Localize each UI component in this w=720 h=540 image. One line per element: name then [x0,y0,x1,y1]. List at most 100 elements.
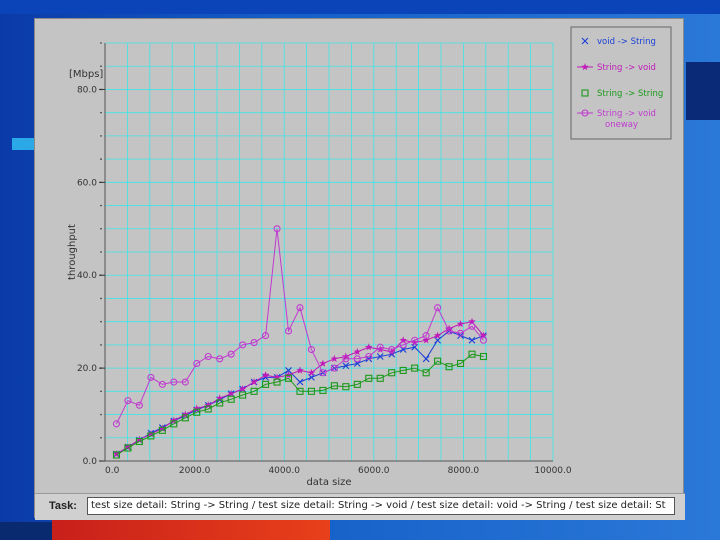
data-point-x [342,362,350,370]
data-point-star [215,394,224,402]
data-point-x [422,355,430,363]
y-tick-label: 0.0 [83,457,98,467]
data-point-x-shape [376,353,384,360]
data-point-star [307,368,316,376]
task-field[interactable]: test size detail: String -> String / tes… [87,497,675,515]
right-decoration-block [686,62,720,120]
data-point-x [457,332,464,339]
data-point-circle [319,369,327,377]
data-point-circle [158,380,166,388]
y-tick-label: 80.0 [77,85,97,95]
data-point-star [422,336,430,344]
y-minor-tick [100,158,102,160]
data-point-star [581,63,589,71]
x-tick-label: 0.0 [105,466,120,476]
data-point-square [124,444,132,452]
data-point-square [388,369,396,377]
data-point-x [376,353,384,360]
data-point-circle [216,355,224,363]
data-point-square [456,359,465,368]
data-point-circle [468,322,476,330]
data-point-star [330,354,339,363]
data-point-star [250,378,258,386]
data-point-circle [273,225,281,233]
data-point-square [422,369,430,377]
data-point-circle [135,401,143,409]
data-point-square [468,350,476,358]
data-point-square [445,363,453,371]
y-axis-title: throughput [67,224,78,280]
data-point-circle [227,350,235,358]
data-point-square [273,378,281,386]
y-minor-tick [100,436,102,439]
data-point-circle [124,397,132,405]
data-point-square [411,364,419,372]
data-point-star [456,320,465,328]
data-point-circle [262,332,270,340]
data-point-circle [147,373,155,381]
y-tick-label: 40.0 [77,271,97,281]
data-point-square [227,395,235,403]
data-point-star [204,401,212,409]
data-point-square [239,391,247,399]
data-point-star [387,347,396,356]
y-tick-label: 60.0 [77,178,97,188]
y-minor-tick [100,111,102,114]
data-point-star [181,410,190,418]
data-point-square [581,89,589,97]
data-point-star [147,430,155,438]
data-point-square [250,387,258,395]
data-point-star [158,424,167,432]
data-point-square [434,357,442,365]
data-point-star [170,416,178,424]
y-minor-tick [100,42,102,44]
data-point-circle [399,341,407,349]
data-point-star [238,385,247,393]
y-minor-tick [100,65,102,68]
data-point-star [365,343,373,351]
data-point-square [204,405,212,413]
data-point-square [147,432,155,440]
data-point-circle [456,329,465,337]
data-point-circle [239,341,247,349]
data-point-square [262,380,270,388]
left-decoration-block [12,138,36,150]
data-point-square [193,408,201,416]
data-point-star [124,443,132,451]
bottom-red-decoration [52,520,330,540]
data-point-square [135,437,143,446]
y-tick-label: 20.0 [77,364,97,374]
y-minor-tick [100,135,102,137]
data-point-circle [479,336,488,344]
data-point-circle [434,304,442,312]
data-point-star [410,338,419,346]
data-point-circle [181,378,189,386]
data-point-star [319,359,327,367]
data-point-circle [422,332,430,340]
legend-entry-label: String -> void oneway [597,109,656,130]
data-point-circle [411,336,419,344]
legend-entry-label: String -> String [597,89,663,99]
x-tick-label: 2000.0 [179,466,211,476]
data-point-x [285,367,292,374]
data-point-circle [284,327,293,335]
data-point-square [399,366,407,374]
y-axis-unit: [Mbps] [69,69,103,80]
data-point-star [227,389,235,397]
legend-entry-label: String -> void [597,63,656,73]
x-axis-title: data size [306,477,351,488]
data-point-x [581,37,589,45]
data-point-star [273,373,281,381]
data-point-x-shape [422,355,430,363]
data-point-star [296,366,304,374]
data-point-star [353,347,362,356]
data-point-circle [170,378,178,386]
data-point-star [261,371,270,379]
bottom-left-decoration [0,522,52,540]
data-point-circle [388,345,396,354]
y-minor-tick [100,320,102,323]
data-point-circle [581,109,589,117]
y-minor-tick [100,251,102,253]
data-point-square [479,352,488,361]
data-point-star [468,317,476,325]
